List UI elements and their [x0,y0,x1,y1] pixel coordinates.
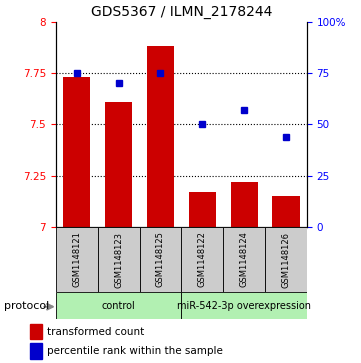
Bar [181,292,307,319]
Bar [30,343,42,359]
Text: GSM1148124: GSM1148124 [240,232,249,287]
Bar [223,227,265,292]
Bar [56,227,98,292]
Text: percentile rank within the sample: percentile rank within the sample [47,346,222,356]
Text: GSM1148125: GSM1148125 [156,232,165,287]
Bar [181,227,223,292]
Text: control: control [102,301,135,311]
Bar [140,227,181,292]
Bar [147,46,174,227]
Bar [272,196,300,227]
Text: GSM1148122: GSM1148122 [198,232,207,287]
Bar [105,102,132,227]
Text: GSM1148126: GSM1148126 [282,232,291,287]
Bar [98,227,140,292]
Bar [189,192,216,227]
Bar [265,227,307,292]
Bar [56,292,181,319]
Bar [231,182,258,227]
Bar [63,77,91,227]
Text: GSM1148121: GSM1148121 [72,232,81,287]
Bar [30,324,42,339]
Title: GDS5367 / ILMN_2178244: GDS5367 / ILMN_2178244 [91,5,272,19]
Text: transformed count: transformed count [47,327,144,337]
Text: GSM1148123: GSM1148123 [114,232,123,287]
Text: miR-542-3p overexpression: miR-542-3p overexpression [177,301,311,311]
Text: protocol: protocol [4,301,49,311]
